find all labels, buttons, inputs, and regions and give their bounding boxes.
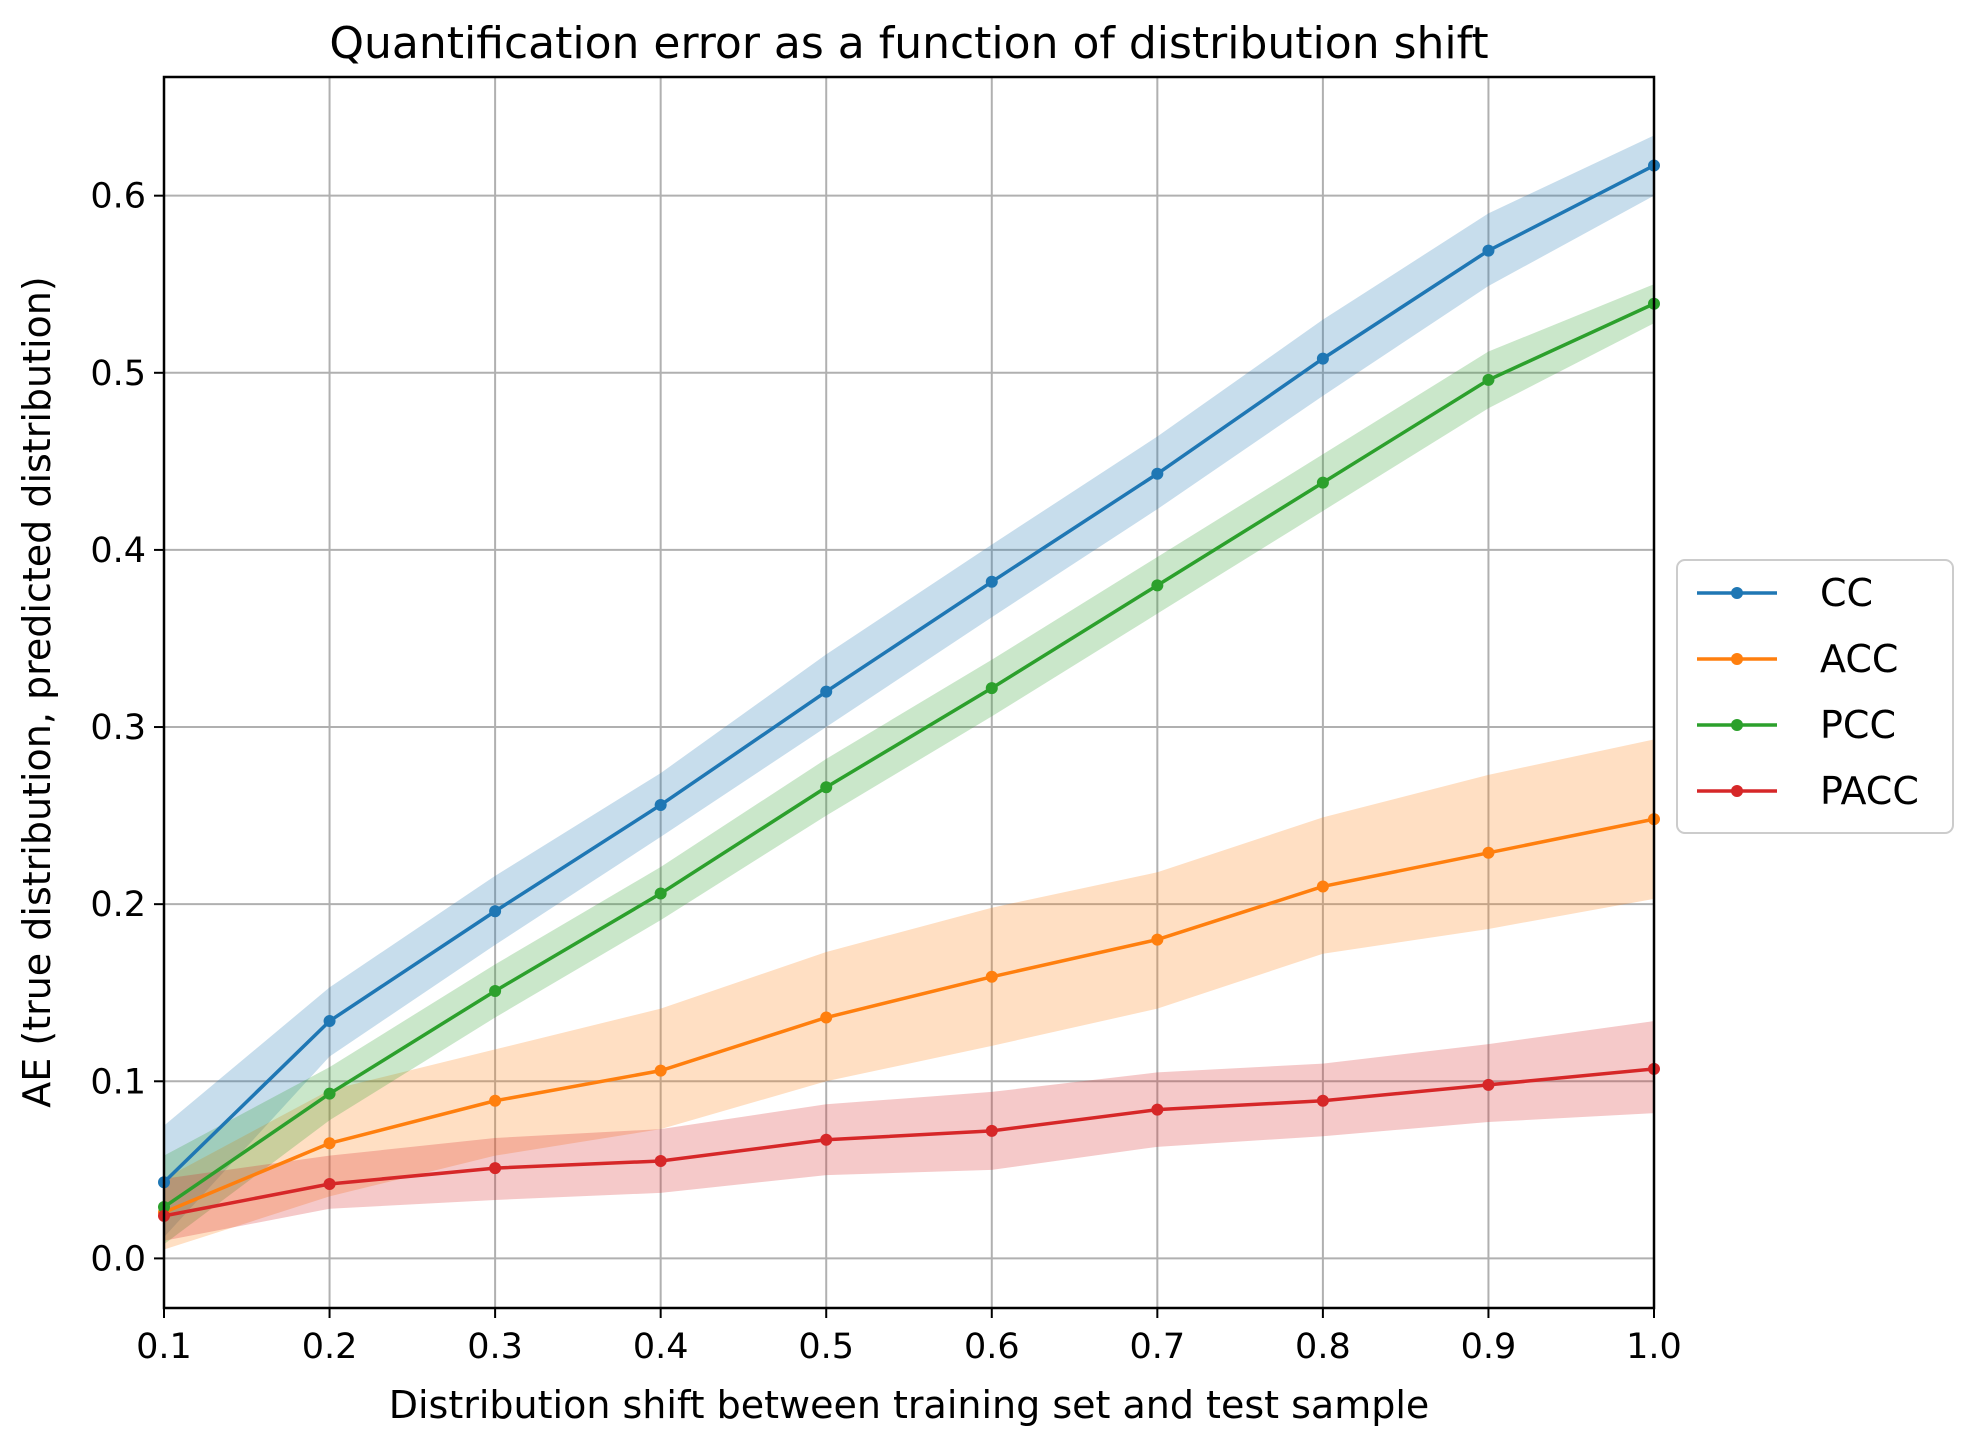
- x-tick-label: 0.1: [136, 1327, 192, 1367]
- point-acc: [1151, 933, 1164, 946]
- point-acc: [1316, 880, 1329, 893]
- legend-marker: [1731, 653, 1743, 665]
- legend-marker: [1731, 785, 1743, 797]
- point-pcc: [1482, 373, 1495, 386]
- band-pcc: [164, 284, 1654, 1245]
- point-pcc: [820, 781, 833, 794]
- point-pcc: [1151, 579, 1164, 592]
- x-tick-label: 0.7: [1129, 1327, 1185, 1367]
- point-acc: [985, 970, 998, 983]
- point-acc: [654, 1064, 667, 1077]
- confidence-bands: [164, 135, 1654, 1250]
- legend-label: ACC: [1820, 637, 1898, 681]
- y-tick-label: 0.3: [90, 708, 146, 748]
- legend-marker: [1731, 587, 1743, 599]
- chart-title: Quantification error as a function of di…: [329, 18, 1488, 69]
- band-pacc: [164, 1021, 1654, 1241]
- y-tick-label: 0.4: [90, 531, 146, 571]
- point-pacc: [654, 1154, 667, 1167]
- point-pcc: [654, 887, 667, 900]
- legend-box: [1676, 559, 1954, 834]
- point-acc: [1482, 846, 1495, 859]
- plot-frame: [162, 75, 1656, 1310]
- x-tick-label: 0.6: [964, 1327, 1020, 1367]
- x-tick-label: 0.5: [798, 1327, 854, 1367]
- point-pcc: [985, 682, 998, 695]
- y-tick-label: 0.1: [90, 1062, 146, 1102]
- x-tick-label: 0.2: [302, 1327, 358, 1367]
- band-acc: [164, 739, 1654, 1250]
- point-cc: [1316, 352, 1329, 365]
- x-tick-label: 0.3: [467, 1327, 523, 1367]
- legend-marker: [1731, 719, 1743, 731]
- point-pacc: [1482, 1078, 1495, 1091]
- point-cc: [1482, 244, 1495, 257]
- y-axis-label: AE (true distribution, predicted distrib…: [15, 276, 59, 1107]
- line-pcc: [163, 302, 1655, 1209]
- point-pacc: [489, 1162, 502, 1175]
- legend: CC ACC PCC PACC: [1676, 559, 1954, 834]
- point-acc: [489, 1094, 502, 1107]
- x-tick-label: 0.8: [1295, 1327, 1351, 1367]
- series-lines: [158, 159, 1660, 1222]
- point-pacc: [820, 1133, 833, 1146]
- x-tick-label: 0.4: [633, 1327, 689, 1367]
- line-acc: [163, 817, 1655, 1214]
- point-pacc: [985, 1124, 998, 1137]
- point-cc: [489, 905, 502, 918]
- point-pcc: [323, 1087, 336, 1100]
- y-tick-label: 0.2: [90, 885, 146, 925]
- point-pcc: [489, 984, 502, 997]
- y-tick-label: 0.5: [90, 354, 146, 394]
- legend-label: PACC: [1820, 769, 1919, 813]
- y-tick-label: 0.0: [90, 1239, 146, 1279]
- ticks: 0.1 0.2 0.3 0.4 0.5 0.6 0.7 0.8 0.9 1.0 0.0 0.1 0.2 0…: [90, 177, 1682, 1367]
- point-pcc: [1316, 476, 1329, 489]
- band-cc: [164, 135, 1654, 1238]
- legend-label: PCC: [1820, 703, 1896, 747]
- line-cc: [162, 164, 1655, 1184]
- y-tick-label: 0.6: [90, 177, 146, 217]
- point-acc: [820, 1011, 833, 1024]
- point-pacc: [1151, 1103, 1164, 1116]
- point-cc: [820, 685, 833, 698]
- point-cc: [323, 1015, 336, 1028]
- point-pacc: [323, 1178, 336, 1191]
- point-cc: [985, 575, 998, 588]
- x-axis-label: Distribution shift between training set …: [389, 1383, 1430, 1427]
- point-acc: [323, 1137, 336, 1150]
- legend-label: CC: [1820, 571, 1873, 615]
- point-cc: [1151, 467, 1164, 480]
- x-tick-label: 1.0: [1626, 1327, 1682, 1367]
- x-tick-label: 0.9: [1461, 1327, 1517, 1367]
- point-pacc: [1316, 1094, 1329, 1107]
- point-cc: [654, 798, 667, 811]
- line-pacc: [163, 1067, 1655, 1218]
